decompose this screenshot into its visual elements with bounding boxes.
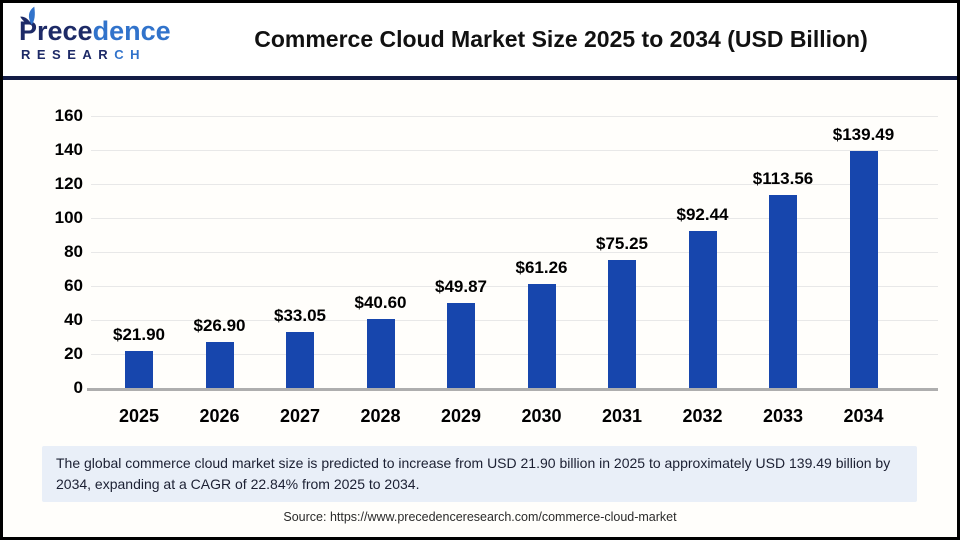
bar-value-label: $113.56 — [752, 169, 814, 188]
bar-2029 — [447, 303, 475, 388]
logo-subtitle: RESEARCH — [19, 48, 189, 61]
bar-value-label: $21.90 — [113, 325, 165, 344]
y-axis-label: 120 — [54, 174, 83, 193]
bar-value-label: $61.26 — [515, 258, 568, 277]
header: Precedence RESEARCH Commerce Cloud Marke… — [3, 3, 957, 80]
gridline — [91, 252, 938, 253]
x-axis-label: 2031 — [601, 406, 643, 426]
x-axis-line — [87, 388, 938, 391]
x-axis-label: 2033 — [762, 406, 804, 426]
x-axis-label: 2032 — [682, 406, 723, 426]
gridline — [91, 218, 938, 219]
bar-2026 — [205, 342, 234, 388]
y-axis-label: 20 — [64, 344, 83, 363]
bar-2027 — [286, 332, 314, 388]
bar-2032 — [688, 231, 717, 388]
x-axis-label: 2034 — [843, 406, 884, 426]
bar-value-label: $75.25 — [596, 234, 648, 253]
x-axis-label: 2029 — [440, 406, 482, 426]
gridline — [91, 286, 938, 287]
y-axis-label: 40 — [64, 310, 83, 329]
bar-2033 — [769, 195, 797, 388]
x-axis-label: 2030 — [521, 406, 562, 426]
gridline — [91, 184, 938, 185]
source-text: Source: https://www.precedenceresearch.c… — [283, 510, 677, 524]
page-title: Commerce Cloud Market Size 2025 to 2034 … — [254, 26, 868, 52]
bar-2034 — [849, 151, 878, 388]
bar-value-label: $26.90 — [193, 316, 246, 335]
summary-note: The global commerce cloud market size is… — [42, 446, 917, 502]
x-axis-label: 2027 — [279, 406, 321, 426]
bar-value-label: $92.44 — [676, 205, 729, 224]
bar-2030 — [527, 284, 556, 388]
logo-text-light: dence — [92, 16, 171, 46]
x-axis-label: 2026 — [199, 406, 240, 426]
y-axis-label: 140 — [54, 140, 83, 159]
gridline — [91, 354, 938, 355]
bar-2031 — [608, 260, 636, 388]
logo-wordmark: Precedence — [19, 6, 189, 46]
y-axis-label: 100 — [54, 208, 83, 227]
bar-value-label: $33.05 — [274, 306, 326, 325]
bar-value-label: $40.60 — [354, 293, 407, 312]
x-axis-label: 2028 — [360, 406, 401, 426]
bar-2025 — [125, 351, 153, 388]
y-axis-label: 160 — [54, 106, 83, 125]
logo-subtitle-light: CH — [114, 47, 146, 62]
y-axis-label: 80 — [64, 242, 83, 261]
gridline — [91, 150, 938, 151]
y-axis-label: 0 — [73, 378, 83, 397]
bar-value-label: $49.87 — [435, 277, 487, 296]
gridline — [91, 320, 938, 321]
logo-subtitle-dark: RESEAR — [21, 47, 115, 62]
bar-2028 — [366, 319, 395, 388]
gridline — [91, 116, 938, 117]
y-axis-label: 60 — [64, 276, 83, 295]
bar-value-label: $139.49 — [832, 125, 895, 144]
x-axis-label: 2025 — [118, 406, 160, 426]
bar-chart: 0 20 40 60 80 100 120 140 160 $21.90 2025 $26.90 202… — [3, 84, 957, 442]
precedence-research-logo: Precedence RESEARCH — [19, 6, 189, 61]
leaf-icon — [20, 6, 35, 25]
